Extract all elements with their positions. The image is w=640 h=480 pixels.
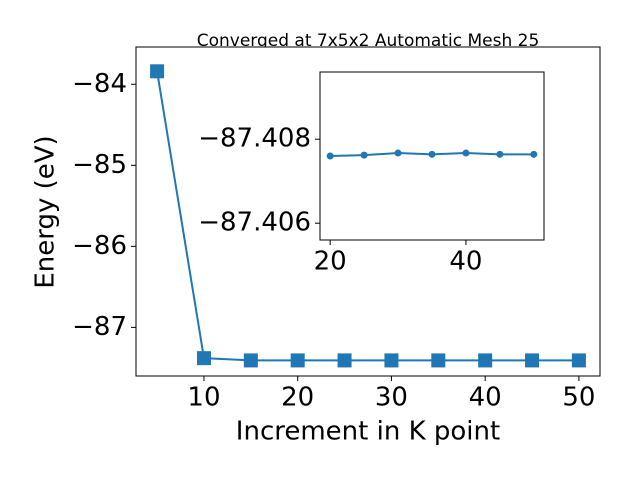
marker bbox=[360, 151, 368, 159]
marker bbox=[478, 353, 493, 368]
marker bbox=[394, 149, 402, 157]
marker bbox=[462, 149, 470, 157]
x-tick-label: 40 bbox=[469, 383, 502, 413]
marker bbox=[384, 353, 399, 368]
x-tick-label: 30 bbox=[375, 383, 408, 413]
marker bbox=[496, 150, 504, 158]
marker bbox=[196, 351, 211, 366]
y-tick-label: −86 bbox=[72, 231, 127, 261]
marker bbox=[525, 353, 540, 368]
x-tick-label: 10 bbox=[187, 383, 220, 413]
x-tick-label: 40 bbox=[449, 247, 482, 277]
marker bbox=[326, 152, 334, 160]
x-tick-label: 20 bbox=[314, 247, 347, 277]
y-tick-label: −85 bbox=[72, 150, 127, 180]
marker bbox=[290, 353, 305, 368]
marker bbox=[571, 353, 586, 368]
marker bbox=[337, 353, 352, 368]
chart-title: Converged at 7x5x2 Automatic Mesh 25 bbox=[197, 31, 540, 51]
marker bbox=[428, 150, 436, 158]
x-axis-label: Increment in K point bbox=[236, 417, 500, 447]
y-tick-label: −87.406 bbox=[198, 208, 311, 238]
y-axis-label: Energy (eV) bbox=[31, 135, 61, 288]
x-tick-label: 50 bbox=[562, 383, 595, 413]
marker bbox=[431, 353, 446, 368]
y-tick-label: −87.408 bbox=[198, 124, 311, 154]
marker bbox=[150, 64, 165, 79]
marker bbox=[243, 353, 258, 368]
x-tick-label: 20 bbox=[281, 383, 314, 413]
marker bbox=[530, 150, 538, 158]
y-tick-label: −84 bbox=[72, 69, 127, 99]
series-line bbox=[156, 71, 579, 362]
y-tick-label: −87 bbox=[72, 312, 127, 342]
